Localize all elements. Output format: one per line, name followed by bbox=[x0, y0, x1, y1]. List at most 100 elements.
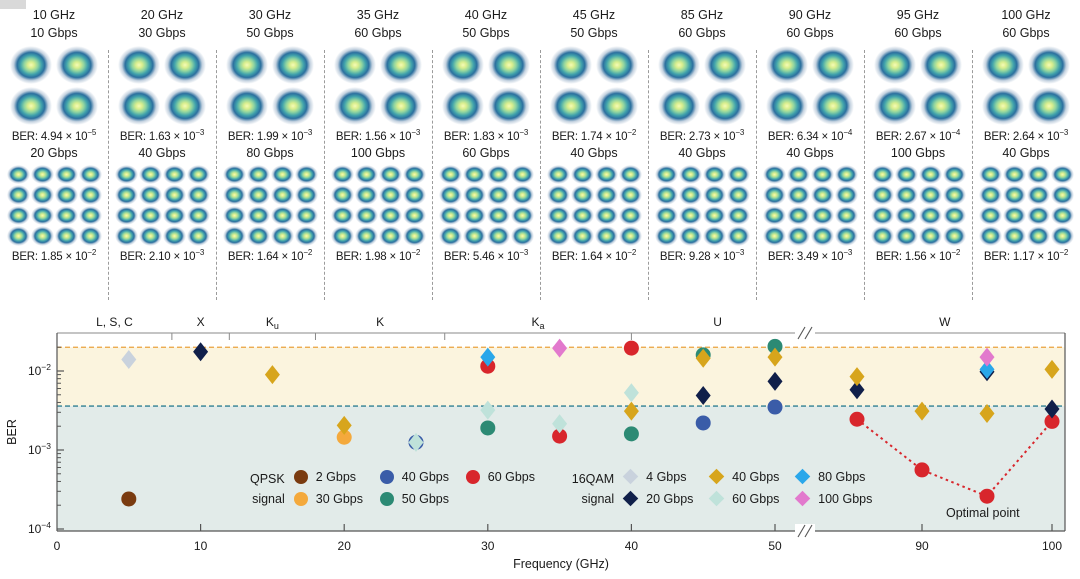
ber-value-label: BER: 2.67 × 10−4 bbox=[875, 128, 961, 143]
constellation-blob bbox=[246, 226, 270, 246]
ber-exponent: −2 bbox=[303, 248, 313, 257]
x-axis-title: Frequency (GHz) bbox=[513, 557, 609, 571]
constellation-panels-row: 10 GHz 10 Gbps BER: 4.94 × 10−5 20 Gbps BER:… bbox=[6, 0, 1074, 302]
constellation-blob bbox=[918, 164, 942, 184]
constellation-blob bbox=[246, 164, 270, 184]
constellation-blob bbox=[114, 226, 138, 246]
data-point-qpsk-30-gbps bbox=[336, 429, 352, 445]
constellation-blob bbox=[810, 205, 834, 225]
constellation-blob bbox=[762, 205, 786, 225]
constellation-blob bbox=[438, 205, 462, 225]
constellation-blob bbox=[162, 226, 186, 246]
data-point-16qam-40-gbps bbox=[767, 347, 783, 367]
constellation-blob bbox=[114, 164, 138, 184]
data-point-qpsk-60-gbps bbox=[849, 411, 865, 427]
constellation-blob bbox=[486, 205, 510, 225]
constellation-blob bbox=[222, 226, 246, 246]
constellation-blob bbox=[762, 185, 786, 205]
ber-exponent: −3 bbox=[735, 248, 745, 257]
data-point-qpsk-60-gbps bbox=[979, 488, 995, 504]
ber-exponent: −3 bbox=[303, 128, 313, 137]
constellation-blob bbox=[702, 226, 726, 246]
legend-item-label: 40 Gbps bbox=[732, 469, 780, 484]
qam-bitrate-label: 100 Gbps bbox=[890, 146, 946, 160]
constellation-blob bbox=[114, 205, 138, 225]
panel-separator bbox=[216, 50, 217, 300]
data-point-qpsk-50-gbps bbox=[767, 338, 783, 354]
legend-item-label: 80 Gbps bbox=[818, 469, 866, 484]
constellation-blob bbox=[118, 45, 160, 84]
x-tick-label: 50 bbox=[768, 539, 782, 553]
data-point-qpsk-40-gbps bbox=[767, 399, 783, 415]
constellation-image bbox=[222, 164, 318, 246]
legend-item-label: 30 Gbps bbox=[315, 491, 364, 506]
constellation-blob bbox=[378, 226, 402, 246]
constellation-blob bbox=[618, 226, 642, 246]
constellation-blob bbox=[594, 164, 618, 184]
constellation-blob bbox=[942, 185, 966, 205]
y-axis-title: BER bbox=[5, 419, 19, 445]
constellation-blob bbox=[402, 205, 426, 225]
constellation-blob bbox=[1002, 164, 1026, 184]
constellation-blob bbox=[226, 45, 268, 84]
constellation-image bbox=[546, 164, 642, 246]
panel-frequency-label: 20 GHz bbox=[140, 8, 184, 22]
band-label: X bbox=[197, 315, 205, 329]
constellation-image bbox=[330, 164, 426, 246]
constellation-blob bbox=[462, 185, 486, 205]
data-point-qpsk-60-gbps bbox=[914, 462, 930, 478]
ber-exponent: −3 bbox=[843, 248, 853, 257]
constellation-blob bbox=[834, 205, 858, 225]
constellation-blob bbox=[138, 185, 162, 205]
constellation-blob bbox=[54, 205, 78, 225]
ber-exponent: −3 bbox=[195, 128, 205, 137]
data-point-16qam-40-gbps bbox=[264, 365, 280, 385]
constellation-blob bbox=[762, 226, 786, 246]
constellation-blob bbox=[918, 226, 942, 246]
constellation-blob bbox=[510, 164, 534, 184]
constellation-blob bbox=[618, 185, 642, 205]
constellation-blob bbox=[78, 164, 102, 184]
ber-value-label: BER: 1.56 × 10−2 bbox=[875, 248, 961, 263]
constellation-blob bbox=[1050, 185, 1074, 205]
ber-value-label: BER: 1.64 × 10−2 bbox=[227, 248, 313, 263]
constellation-image bbox=[332, 44, 424, 126]
constellation-panel: 85 GHz 60 Gbps BER: 2.73 × 10−3 40 Gbps BER:… bbox=[648, 0, 756, 302]
qpsk-bitrate-label: 50 Gbps bbox=[246, 26, 294, 40]
data-point-16qam-40-gbps bbox=[695, 348, 711, 368]
data-point-16qam-100-gbps bbox=[552, 338, 568, 358]
constellation-blob bbox=[118, 86, 160, 125]
ber-exponent: −2 bbox=[627, 128, 637, 137]
constellation-image bbox=[656, 44, 748, 126]
legend-column: 40 Gbps 60 Gbps bbox=[708, 468, 789, 509]
constellation-panel: 35 GHz 60 Gbps BER: 1.56 × 10−3 100 Gbps BER… bbox=[324, 0, 432, 302]
data-point-16qam-40-gbps bbox=[623, 401, 639, 421]
constellation-blob bbox=[162, 185, 186, 205]
legend-title-line: signal bbox=[581, 492, 615, 506]
data-point-16qam-60-gbps bbox=[480, 400, 496, 420]
constellation-blob bbox=[786, 185, 810, 205]
legend-column: 60 Gbps bbox=[465, 468, 546, 509]
qpsk-bitrate-label: 60 Gbps bbox=[354, 26, 402, 40]
constellation-blob bbox=[380, 86, 422, 125]
band-label: Ka bbox=[532, 315, 545, 331]
data-point-qpsk-2-gbps bbox=[121, 491, 137, 507]
constellation-blob bbox=[330, 164, 354, 184]
panel-separator bbox=[648, 50, 649, 300]
ber-value-label: BER: 1.85 × 10−2 bbox=[11, 248, 97, 263]
constellation-blob bbox=[54, 185, 78, 205]
legend-group-title: 16QAM signal bbox=[572, 469, 614, 509]
constellation-image bbox=[438, 164, 534, 246]
ber-value-label: BER: 2.10 × 10−3 bbox=[119, 248, 205, 263]
data-point-qpsk-50-gbps bbox=[623, 426, 639, 442]
constellation-blob bbox=[810, 164, 834, 184]
legend-item-label: 4 Gbps bbox=[646, 469, 687, 484]
ber-value-label: BER: 1.17 × 10−2 bbox=[983, 248, 1069, 263]
constellation-blob bbox=[1026, 205, 1050, 225]
legend-column: 4 Gbps 20 Gbps bbox=[622, 468, 703, 509]
x-tick-label: 40 bbox=[625, 539, 639, 553]
data-point-qpsk-60-gbps bbox=[1044, 413, 1060, 429]
constellation-blob bbox=[982, 45, 1024, 84]
constellation-blob bbox=[942, 205, 966, 225]
constellation-blob bbox=[354, 205, 378, 225]
